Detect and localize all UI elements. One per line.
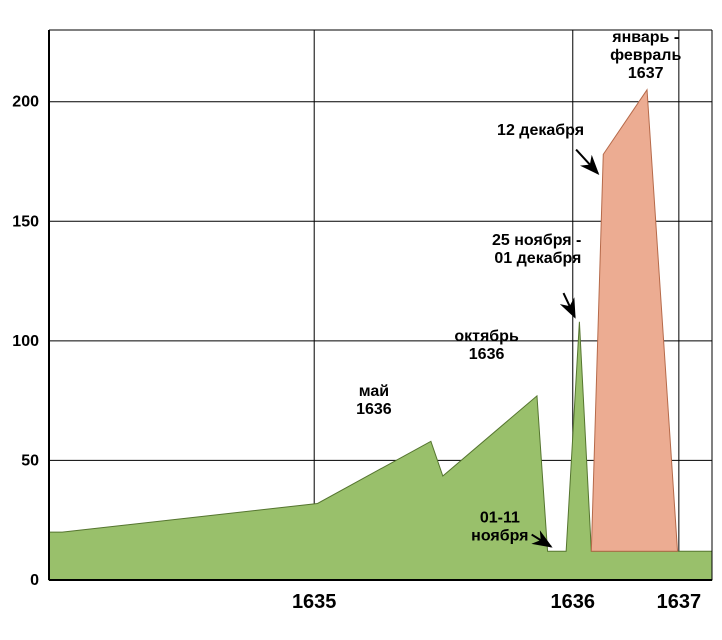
annotation-dec12: 12 декабря (497, 122, 584, 139)
y-tick-label: 0 (30, 572, 39, 589)
x-tick-label: 1635 (292, 591, 337, 613)
x-tick-label: 1636 (551, 591, 596, 613)
x-tick-label: 1637 (657, 591, 702, 613)
tulip-price-chart: 050100150200163516361637май1636октябрь16… (0, 0, 722, 640)
annotation-may1636: май1636 (356, 383, 392, 418)
y-tick-label: 50 (21, 452, 39, 469)
y-tick-label: 150 (12, 213, 39, 230)
y-tick-label: 200 (12, 94, 39, 111)
annotation-nov25dec1: 25 ноября -01 декабря (492, 232, 581, 267)
y-tick-label: 100 (12, 333, 39, 350)
